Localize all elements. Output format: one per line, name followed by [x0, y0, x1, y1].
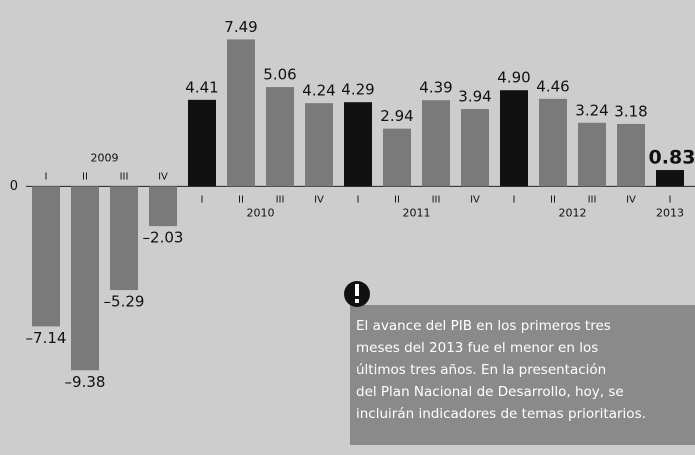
value-label: –2.03 — [143, 229, 184, 247]
bar — [344, 102, 372, 187]
quarter-label: III — [588, 194, 597, 205]
value-label: 4.46 — [536, 77, 569, 95]
value-label: 3.94 — [458, 88, 491, 106]
quarter-label: II — [550, 194, 556, 205]
value-label: 0.83 — [649, 147, 695, 169]
annotation-line: meses del 2013 fue el menor en los — [356, 340, 598, 356]
bar — [617, 123, 645, 187]
bar — [71, 186, 99, 371]
value-label: 4.24 — [302, 82, 335, 100]
annotation-line: incluirán indicadores de temas prioritar… — [356, 406, 646, 422]
quarter-label: II — [82, 171, 88, 182]
bar — [149, 186, 177, 227]
value-label: 7.49 — [224, 18, 257, 36]
quarter-label: I — [201, 194, 204, 205]
annotation-box — [350, 305, 695, 445]
annotation-line: del Plan Nacional de Desarrollo, hoy, se — [356, 384, 624, 400]
annotation-line: El avance del PIB en los primeros tres — [356, 318, 611, 334]
year-label: 2009 — [91, 151, 119, 164]
alert-icon-bar — [355, 284, 359, 296]
value-label: –5.29 — [104, 293, 145, 311]
quarter-label: II — [394, 194, 400, 205]
quarter-label: I — [669, 194, 672, 205]
quarter-label: IV — [626, 194, 636, 205]
bar — [422, 100, 450, 187]
year-label: 2010 — [247, 206, 275, 219]
quarter-label: III — [432, 194, 441, 205]
year-label: 2012 — [559, 206, 587, 219]
bar — [578, 122, 606, 187]
year-label: 2013 — [656, 206, 684, 219]
bar — [539, 98, 567, 187]
bar — [305, 103, 333, 187]
value-label: 4.90 — [497, 69, 530, 87]
bar — [32, 186, 60, 327]
quarter-label: IV — [158, 171, 168, 182]
bar — [500, 90, 528, 187]
alert-icon-dot — [355, 299, 359, 303]
bar — [266, 87, 294, 187]
value-label: –9.38 — [65, 373, 106, 391]
bar — [461, 109, 489, 187]
value-label: 5.06 — [263, 66, 296, 84]
bar — [227, 39, 255, 187]
bar — [188, 99, 216, 187]
quarter-label: IV — [470, 194, 480, 205]
value-label: 2.94 — [380, 107, 413, 125]
bar — [656, 170, 684, 187]
value-label: 3.18 — [614, 102, 647, 120]
quarter-label: III — [276, 194, 285, 205]
quarter-label: I — [45, 171, 48, 182]
value-label: –7.14 — [26, 329, 67, 347]
y-tick-label: 0 — [10, 179, 18, 194]
bar — [383, 128, 411, 187]
quarter-label: IV — [314, 194, 324, 205]
quarter-label: II — [238, 194, 244, 205]
quarter-label: I — [357, 194, 360, 205]
value-label: 4.39 — [419, 79, 452, 97]
bar — [110, 186, 138, 291]
annotation-line: últimos tres años. En la presentación — [356, 362, 606, 378]
year-label: 2011 — [403, 206, 431, 219]
value-label: 4.41 — [185, 78, 218, 96]
value-label: 4.29 — [341, 81, 374, 99]
quarter-label: III — [120, 171, 129, 182]
value-label: 3.24 — [575, 101, 608, 119]
quarter-label: I — [513, 194, 516, 205]
